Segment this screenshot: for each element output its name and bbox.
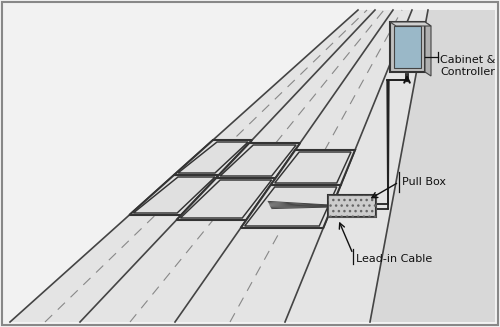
Polygon shape <box>216 143 300 178</box>
Polygon shape <box>176 178 276 220</box>
Polygon shape <box>10 10 445 322</box>
Polygon shape <box>370 10 495 322</box>
Polygon shape <box>240 185 341 228</box>
Text: Pull Box: Pull Box <box>402 177 446 187</box>
Text: Cabinet &
Controller: Cabinet & Controller <box>440 55 496 77</box>
Bar <box>394 26 421 68</box>
Bar <box>328 195 376 217</box>
Text: Lead-in Cable: Lead-in Cable <box>356 254 432 264</box>
Polygon shape <box>270 150 355 185</box>
Bar <box>328 195 376 217</box>
Polygon shape <box>130 175 219 215</box>
Bar <box>390 22 425 72</box>
Polygon shape <box>425 22 431 76</box>
Polygon shape <box>390 22 431 26</box>
Polygon shape <box>174 140 252 175</box>
